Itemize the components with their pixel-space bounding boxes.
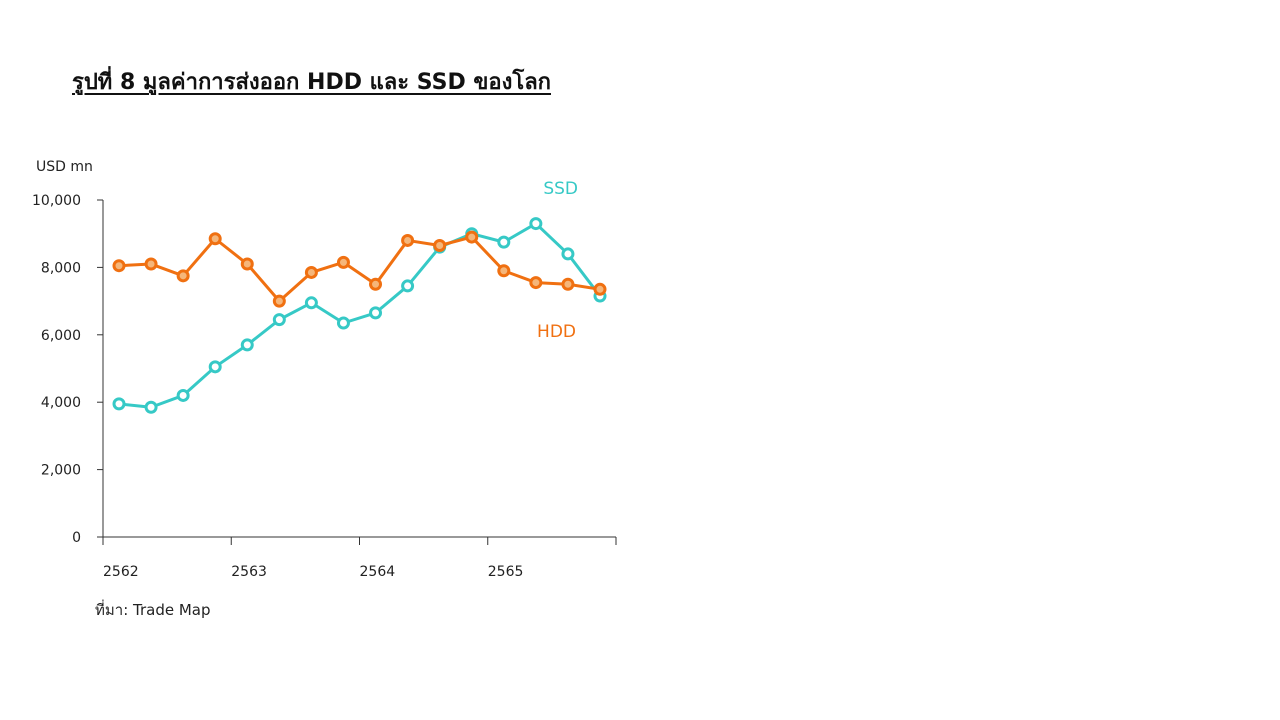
hdd-data-point bbox=[304, 265, 318, 279]
hdd-data-point bbox=[336, 255, 350, 269]
hdd-data-point bbox=[465, 230, 479, 244]
ssd-data-point bbox=[272, 313, 286, 327]
x-tick-label: 2564 bbox=[360, 564, 396, 580]
hdd-data-point bbox=[208, 232, 222, 246]
ssd-data-point bbox=[208, 360, 222, 374]
ssd-data-point bbox=[401, 279, 415, 293]
chart-series bbox=[112, 217, 607, 414]
ssd-data-point bbox=[304, 296, 318, 310]
y-tick-label: 0 bbox=[72, 530, 81, 546]
ssd-data-point bbox=[561, 247, 575, 261]
ssd-data-point bbox=[497, 235, 511, 249]
y-tick-label: 6,000 bbox=[41, 328, 81, 344]
hdd-series-line bbox=[118, 235, 601, 303]
hdd-data-point bbox=[112, 259, 126, 273]
ssd-series-label: SSD bbox=[543, 179, 578, 199]
hdd-data-point bbox=[272, 294, 286, 308]
x-tick-label: 2565 bbox=[488, 564, 524, 580]
hdd-data-point bbox=[176, 269, 190, 283]
y-tick-label: 4,000 bbox=[41, 395, 81, 411]
chart-axes bbox=[102, 200, 616, 538]
ssd-series-line bbox=[118, 222, 602, 409]
ssd-data-point bbox=[112, 397, 126, 411]
y-tick-label: 10,000 bbox=[32, 193, 81, 209]
ssd-data-point bbox=[144, 400, 158, 414]
x-tick-label: 2563 bbox=[231, 564, 267, 580]
ssd-data-point bbox=[240, 338, 254, 352]
hdd-data-point bbox=[401, 233, 415, 247]
hdd-data-point bbox=[497, 264, 511, 278]
y-axis-unit-label: USD mn bbox=[36, 159, 93, 175]
ssd-data-point bbox=[529, 217, 543, 231]
y-axis-ticks: 0 2,000 4,000 6,000 8,000 10,000 bbox=[32, 193, 103, 546]
hdd-series-label: HDD bbox=[537, 322, 576, 342]
hdd-data-point bbox=[369, 277, 383, 291]
hdd-data-point bbox=[433, 238, 447, 252]
figure-title: รูปที่ 8 มูลค่าการส่งออก HDD และ SSD ของ… bbox=[72, 70, 551, 95]
hdd-data-point bbox=[593, 282, 607, 296]
x-axis-ticks: 2562 2563 2564 2565 bbox=[102, 537, 617, 580]
hdd-data-point bbox=[240, 257, 254, 271]
y-tick-label: 8,000 bbox=[41, 260, 81, 276]
hdd-data-point bbox=[561, 277, 575, 291]
ssd-data-point bbox=[369, 306, 383, 320]
source-note: ที่มา: Trade Map bbox=[95, 601, 211, 619]
ssd-data-point bbox=[176, 388, 190, 402]
hdd-data-point bbox=[144, 257, 158, 271]
series-labels: SSD HDD bbox=[537, 179, 578, 342]
x-tick-label: 2562 bbox=[103, 564, 139, 580]
ssd-data-point bbox=[336, 316, 350, 330]
hdd-data-point bbox=[529, 276, 543, 290]
y-tick-label: 2,000 bbox=[41, 463, 81, 479]
